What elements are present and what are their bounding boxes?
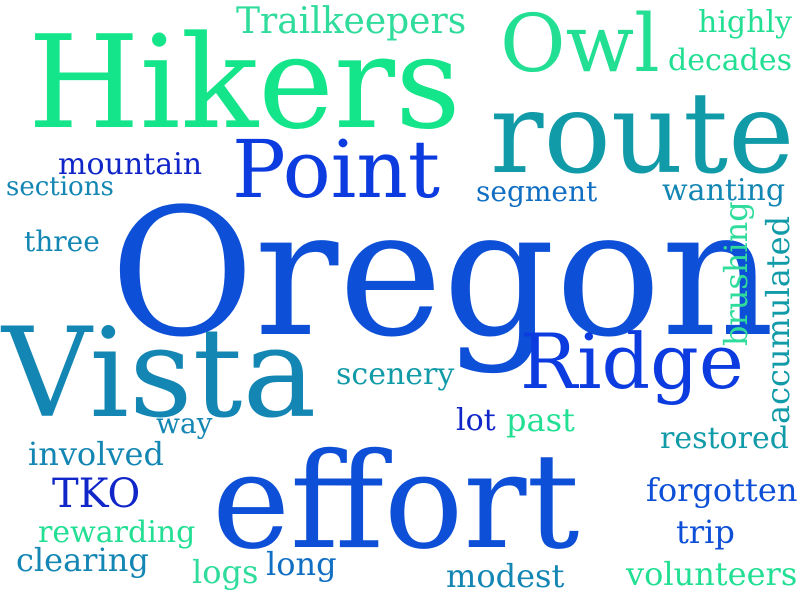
word-modest: modest <box>446 557 565 595</box>
word-logs: logs <box>192 553 259 591</box>
word-clearing: clearing <box>16 541 149 579</box>
word-decades: decades <box>668 43 792 78</box>
word-accumulated: accumulated <box>759 215 797 424</box>
word-three: three <box>24 225 100 258</box>
word-tko: TKO <box>52 471 141 517</box>
word-effort: effort <box>212 425 580 579</box>
word-way: way <box>156 407 213 440</box>
word-trailkeepers: Trailkeepers <box>236 1 467 42</box>
word-mountain: mountain <box>58 147 203 182</box>
word-hikers: Hikers <box>28 9 461 158</box>
word-route: route <box>490 69 795 199</box>
word-vista: Vista <box>2 302 317 446</box>
word-volunteers: volunteers <box>626 555 798 593</box>
word-oregon: Oregon <box>110 171 775 376</box>
word-segment: segment <box>476 175 598 208</box>
word-owl: Owl <box>500 0 660 90</box>
word-sections: sections <box>6 172 114 202</box>
word-highly: highly <box>698 5 792 40</box>
word-scenery: scenery <box>336 357 455 392</box>
word-wanting: wanting <box>662 173 786 208</box>
word-rewarding: rewarding <box>38 515 196 550</box>
word-long: long <box>266 545 337 583</box>
word-trip: trip <box>676 513 735 551</box>
word-forgotten: forgotten <box>646 471 798 509</box>
word-point: Point <box>232 123 441 216</box>
word-lot: lot <box>456 403 496 438</box>
word-past: past <box>506 401 575 439</box>
word-involved: involved <box>28 435 164 473</box>
word-ridge: Ridge <box>520 317 744 406</box>
word-restored: restored <box>660 421 789 456</box>
